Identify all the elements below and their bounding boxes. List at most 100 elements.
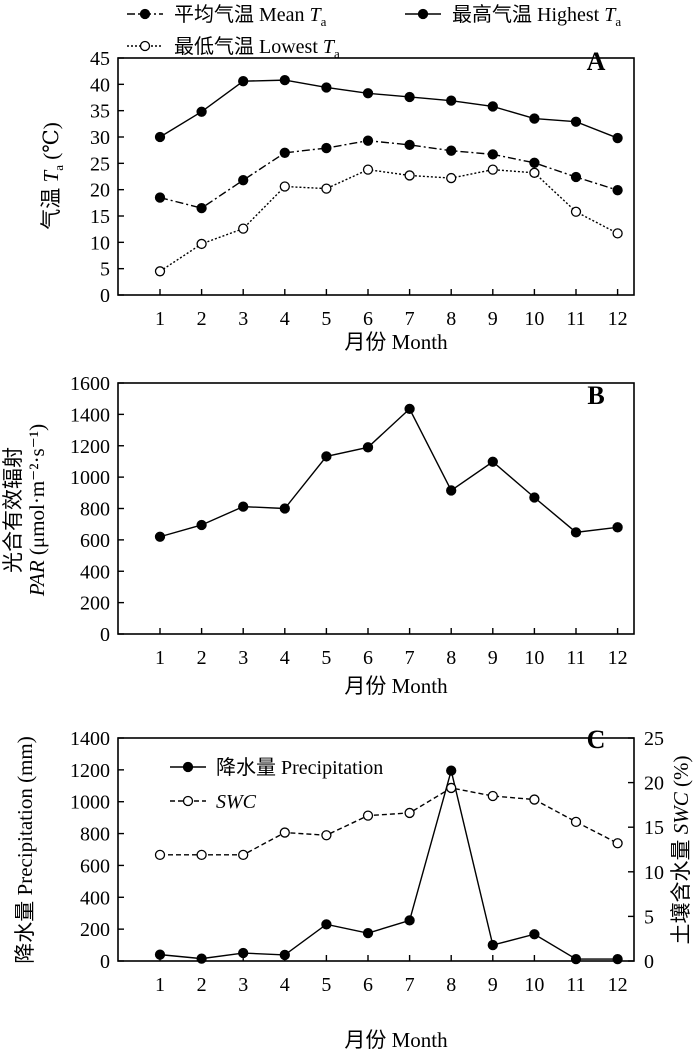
panel-a-ylabel: 气温 Ta (℃) bbox=[39, 122, 66, 229]
panel-a-xtick-label: 12 bbox=[608, 308, 628, 330]
panel-a-series-2-point bbox=[446, 172, 457, 184]
panel-b-ytick-label: 600 bbox=[80, 530, 110, 552]
panel-c-series-0-point bbox=[570, 953, 582, 965]
legend-text-sub: a bbox=[615, 14, 621, 29]
panel-b-series-0-line bbox=[159, 407, 618, 538]
panel-b-xtick-label: 10 bbox=[524, 647, 544, 669]
panel-a-ytick-label: 25 bbox=[90, 153, 110, 175]
panel-a-series-1-point bbox=[154, 131, 166, 143]
panel-b-xtick-label: 4 bbox=[280, 647, 290, 669]
panel-b-xtick-label: 5 bbox=[321, 647, 331, 669]
panel-a-series-2-point bbox=[529, 167, 540, 178]
ylabel-unit: (μmol·m⁻²·s⁻¹) bbox=[25, 424, 49, 560]
panel-a-series-0-legend-label: 平均气温 Mean Ta bbox=[174, 3, 327, 29]
panel-a-ytick-label: 15 bbox=[90, 206, 110, 228]
panel-a-series-0-point bbox=[238, 175, 249, 186]
ylabel-var: PAR bbox=[25, 560, 49, 597]
panel-c-label: C bbox=[587, 725, 606, 754]
panel-a-series-2-point bbox=[404, 170, 415, 181]
panel-b-xtick-label: 12 bbox=[608, 647, 628, 669]
panel-c-series-0-line bbox=[159, 770, 618, 960]
panel-a-series-0-point bbox=[612, 185, 623, 196]
panel-c-series-0-point bbox=[154, 949, 166, 960]
panel-c-series-0-point bbox=[196, 953, 207, 964]
panel-a-xtick-label: 11 bbox=[566, 308, 585, 330]
legend-text-main: 平均气温 Mean bbox=[174, 3, 310, 26]
panel-a-series-2-point bbox=[362, 164, 374, 175]
y2label-unit: (%) bbox=[669, 756, 693, 793]
panel-a-ytick-label: 10 bbox=[90, 232, 110, 254]
panel-a-series-1-legend-label: 最高气温 Highest Ta bbox=[452, 3, 621, 29]
panel-b-label: B bbox=[587, 381, 604, 410]
panel-c-series-1-point bbox=[529, 794, 540, 805]
panel-a-series-2-line bbox=[159, 168, 618, 272]
panel-b-ylabel-line1: 光合有效辐射 bbox=[1, 447, 25, 573]
panel-a-series-1-point bbox=[238, 76, 249, 87]
panel-b-frame bbox=[117, 382, 635, 635]
panel-c-ytick-label: 200 bbox=[80, 919, 110, 941]
panel-b-xtick-label: 2 bbox=[197, 647, 207, 669]
panel-a-series-0-point bbox=[570, 171, 582, 183]
panel-a-series-1-point bbox=[570, 116, 582, 127]
panel-c-ytick-label: 1400 bbox=[70, 728, 110, 750]
panel-c-ylabel: 降水量 Precipitation (mm) bbox=[13, 736, 37, 963]
panel-a-ytick-label: 35 bbox=[90, 101, 110, 123]
panel-c-y2tick-label: 25 bbox=[644, 728, 664, 750]
panel-c-ytick-label: 400 bbox=[80, 887, 110, 909]
panel-a-series-2-point bbox=[570, 206, 582, 217]
panel-b-xtick-label: 3 bbox=[238, 647, 248, 669]
ylabel-var: T bbox=[39, 169, 63, 182]
panel-a-series-1-point bbox=[362, 88, 374, 99]
panel-c-y2tick-label: 20 bbox=[644, 773, 664, 795]
panel-a-series-2-point bbox=[321, 183, 332, 194]
panel-c-xtick-label: 1 bbox=[155, 974, 165, 996]
panel-a-series-0-point bbox=[196, 202, 207, 214]
panel-c-xtick-label: 12 bbox=[608, 974, 628, 996]
panel-c-xtick-label: 11 bbox=[566, 974, 585, 996]
panel-c-series-0-point bbox=[404, 915, 415, 926]
panel-c-series-1-point bbox=[612, 838, 623, 849]
panel-b-xtick-label: 7 bbox=[405, 647, 415, 669]
panel-a-series-1-legend-marker bbox=[417, 8, 429, 20]
panel-c-y2tick-label: 15 bbox=[644, 817, 664, 839]
panel-b-xtick-label: 6 bbox=[363, 647, 373, 669]
panel-a-ytick-label: 20 bbox=[90, 180, 110, 202]
panel-a-series-0-line bbox=[159, 139, 618, 209]
panel-b-series-0-point bbox=[279, 503, 290, 514]
legend-text-var: T bbox=[604, 4, 617, 26]
panel-b-series-0-point bbox=[321, 451, 332, 462]
panel-a-series-0-point bbox=[487, 149, 498, 160]
panel-a-series-0-point bbox=[362, 135, 374, 146]
panel-a-series-1-point bbox=[446, 95, 457, 106]
panel-a-series-2-point bbox=[238, 223, 249, 234]
panel-b-series-0-point bbox=[404, 403, 415, 415]
panel-b-series-0-point bbox=[154, 531, 166, 542]
panel-a-xlabel: 月份 Month bbox=[344, 330, 448, 354]
panel-c-series-1-point bbox=[238, 849, 249, 861]
panel-c-series-1-point bbox=[446, 782, 457, 794]
legend-text-main: 最低气温 Lowest bbox=[174, 35, 323, 58]
panel-a-xtick-label: 6 bbox=[363, 308, 373, 330]
panel-c-series-0-legend-label: 降水量 Precipitation bbox=[216, 756, 383, 779]
panel-c-xlabel: 月份 Month bbox=[344, 1028, 448, 1052]
panel-a-ytick-label: 45 bbox=[90, 48, 110, 70]
panel-b-series-0-point bbox=[196, 519, 207, 531]
panel-c-series-0-point bbox=[238, 947, 249, 959]
panel-c-xtick-label: 6 bbox=[363, 974, 373, 996]
panel-b-xtick-label: 8 bbox=[446, 647, 456, 669]
panel-c-series-1-point bbox=[487, 790, 498, 802]
panel-c-series-1-point bbox=[196, 849, 207, 861]
panel-c-series-1-legend-marker bbox=[182, 795, 194, 807]
panel-a-series-2-point bbox=[154, 266, 166, 277]
panel-c-series-1-point bbox=[362, 810, 374, 821]
panel-a-xtick-label: 10 bbox=[524, 308, 544, 330]
panel-a-series-0-point bbox=[529, 157, 540, 168]
panel-b-ytick-label: 400 bbox=[80, 561, 110, 583]
panel-c-y2tick-label: 0 bbox=[644, 951, 654, 973]
panel-c-xtick-label: 10 bbox=[524, 974, 544, 996]
panel-b-ytick-label: 1600 bbox=[70, 373, 110, 395]
panel-a-xtick-label: 3 bbox=[238, 308, 248, 330]
panel-c-series-0-legend-marker bbox=[182, 761, 194, 773]
panel-c-xtick-label: 3 bbox=[238, 974, 248, 996]
